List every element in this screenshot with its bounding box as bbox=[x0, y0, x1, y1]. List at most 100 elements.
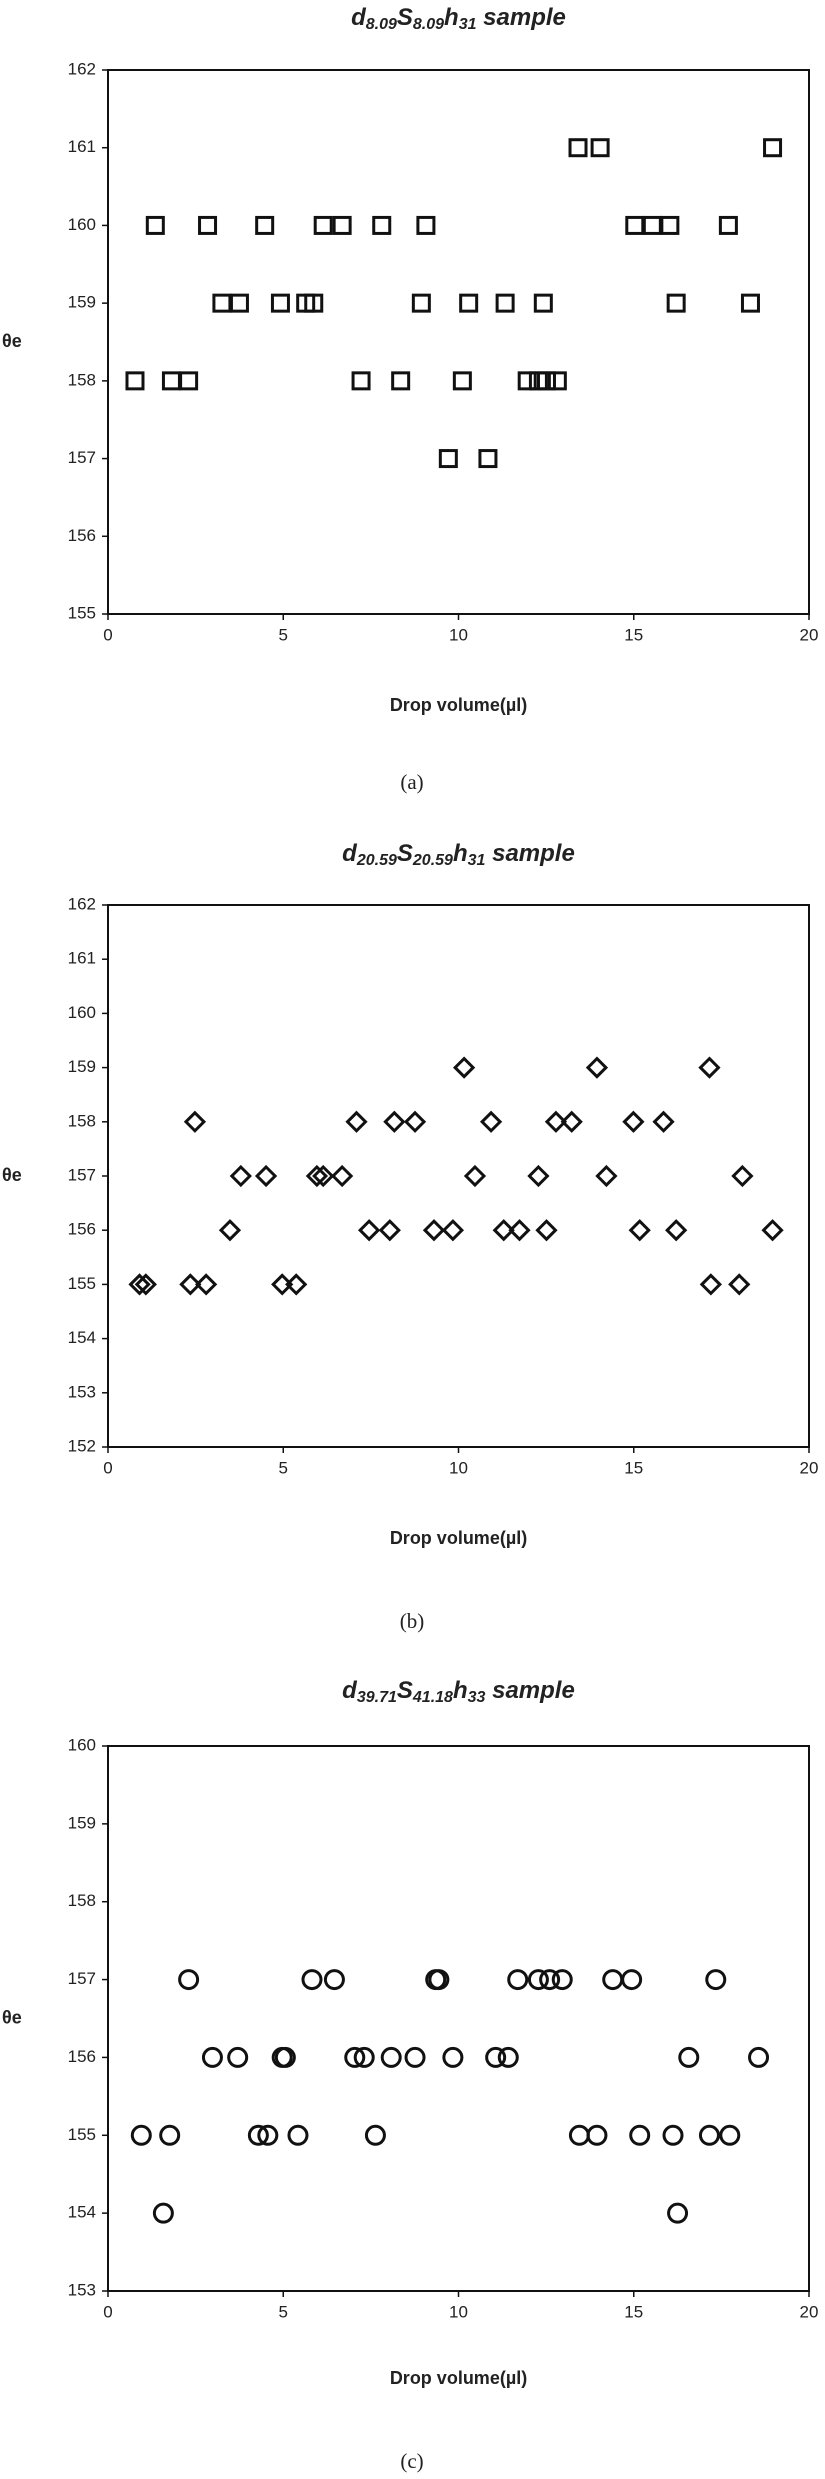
y-tick-label: 153 bbox=[68, 2280, 96, 2299]
y-tick-label: 155 bbox=[68, 603, 96, 622]
point bbox=[590, 138, 610, 158]
x-tick-label: 0 bbox=[103, 1458, 112, 1477]
point bbox=[507, 1969, 529, 1991]
point bbox=[662, 2124, 684, 2146]
title-part: S bbox=[397, 840, 413, 867]
y-tick-label: 160 bbox=[68, 1735, 96, 1754]
point bbox=[602, 1969, 624, 1991]
point bbox=[218, 1219, 242, 1242]
title-part: 39.71 bbox=[357, 1689, 397, 1706]
point bbox=[479, 1110, 503, 1133]
caption: (c) bbox=[400, 2449, 423, 2473]
title-part: 20.59 bbox=[412, 852, 453, 869]
caption: (b) bbox=[400, 1609, 425, 1633]
point bbox=[628, 1219, 651, 1242]
point bbox=[459, 293, 479, 313]
point bbox=[533, 293, 553, 313]
point bbox=[270, 293, 290, 313]
y-tick-label: 162 bbox=[68, 59, 96, 78]
point bbox=[568, 2124, 590, 2146]
point bbox=[719, 2124, 741, 2146]
point bbox=[161, 371, 181, 391]
point bbox=[378, 1219, 401, 1242]
point bbox=[586, 2124, 608, 2146]
point bbox=[247, 2124, 269, 2146]
point bbox=[698, 2124, 720, 2146]
x-axis-label: Drop volume(µl) bbox=[390, 695, 527, 715]
point bbox=[497, 2046, 519, 2068]
point bbox=[353, 2046, 375, 2068]
point bbox=[134, 1273, 157, 1296]
title-part: S bbox=[397, 4, 413, 31]
y-tick-label: 155 bbox=[68, 1274, 96, 1293]
point bbox=[344, 2046, 366, 2068]
point bbox=[332, 215, 352, 235]
point bbox=[372, 215, 392, 235]
point bbox=[301, 1969, 323, 1991]
point bbox=[285, 1273, 308, 1296]
title-part: d bbox=[342, 840, 358, 867]
point bbox=[698, 1056, 721, 1079]
point bbox=[536, 371, 556, 391]
y-tick-label: 157 bbox=[68, 1969, 96, 1988]
point bbox=[642, 215, 662, 235]
plot-frame bbox=[107, 904, 810, 1448]
title-part: sample bbox=[477, 4, 566, 31]
y-tick-label: 156 bbox=[68, 1220, 96, 1239]
point bbox=[665, 1219, 688, 1242]
point bbox=[551, 1969, 573, 1991]
point bbox=[323, 1969, 345, 1991]
y-tick-label: 158 bbox=[68, 1111, 96, 1130]
point bbox=[351, 371, 371, 391]
point bbox=[595, 1164, 618, 1188]
chart: d20.59S20.59h31 sample152153154155156157… bbox=[2, 840, 818, 1632]
y-tick-label: 154 bbox=[68, 1328, 96, 1347]
x-axis-label: Drop volume(µl) bbox=[390, 2368, 527, 2388]
point bbox=[495, 293, 515, 313]
x-tick-label: 15 bbox=[624, 625, 643, 644]
point bbox=[761, 1219, 784, 1242]
x-tick-label: 15 bbox=[624, 1458, 643, 1477]
point bbox=[508, 1219, 531, 1242]
point bbox=[422, 1219, 446, 1242]
point bbox=[305, 1164, 329, 1188]
point bbox=[391, 371, 411, 391]
x-tick-label: 0 bbox=[103, 625, 112, 644]
title-part: 41.18 bbox=[412, 1689, 453, 1706]
y-tick-label: 158 bbox=[68, 1891, 96, 1910]
point bbox=[585, 1056, 609, 1079]
point bbox=[660, 215, 680, 235]
point bbox=[428, 1969, 450, 1991]
x-tick-label: 10 bbox=[449, 1458, 468, 1477]
y-tick-label: 162 bbox=[68, 894, 96, 913]
point bbox=[452, 371, 472, 391]
point bbox=[492, 1219, 515, 1242]
point bbox=[731, 1164, 754, 1188]
point bbox=[229, 293, 249, 313]
y-tick-label: 160 bbox=[68, 1003, 96, 1022]
y-tick-label: 161 bbox=[68, 137, 96, 156]
chart-title: d39.71S41.18h33 sample bbox=[342, 1677, 575, 1706]
y-tick-label: 161 bbox=[68, 949, 96, 968]
point bbox=[629, 2124, 651, 2146]
point bbox=[416, 215, 436, 235]
x-tick-label: 5 bbox=[279, 625, 288, 644]
point bbox=[254, 1164, 278, 1188]
point bbox=[667, 2202, 689, 2224]
point bbox=[380, 2046, 402, 2068]
y-tick-label: 159 bbox=[68, 1813, 96, 1832]
chart: d39.71S41.18h33 sample153154155156157158… bbox=[2, 1677, 818, 2472]
point bbox=[666, 293, 686, 313]
y-tick-label: 160 bbox=[68, 215, 96, 234]
point bbox=[358, 1219, 381, 1242]
point bbox=[517, 371, 537, 391]
x-tick-label: 5 bbox=[279, 2302, 288, 2321]
point bbox=[159, 2124, 181, 2146]
title-part: 33 bbox=[468, 1689, 486, 1706]
point bbox=[411, 293, 431, 313]
point bbox=[313, 215, 333, 235]
point bbox=[568, 138, 588, 158]
y-axis-label: θe bbox=[2, 331, 22, 351]
point bbox=[364, 2124, 386, 2146]
